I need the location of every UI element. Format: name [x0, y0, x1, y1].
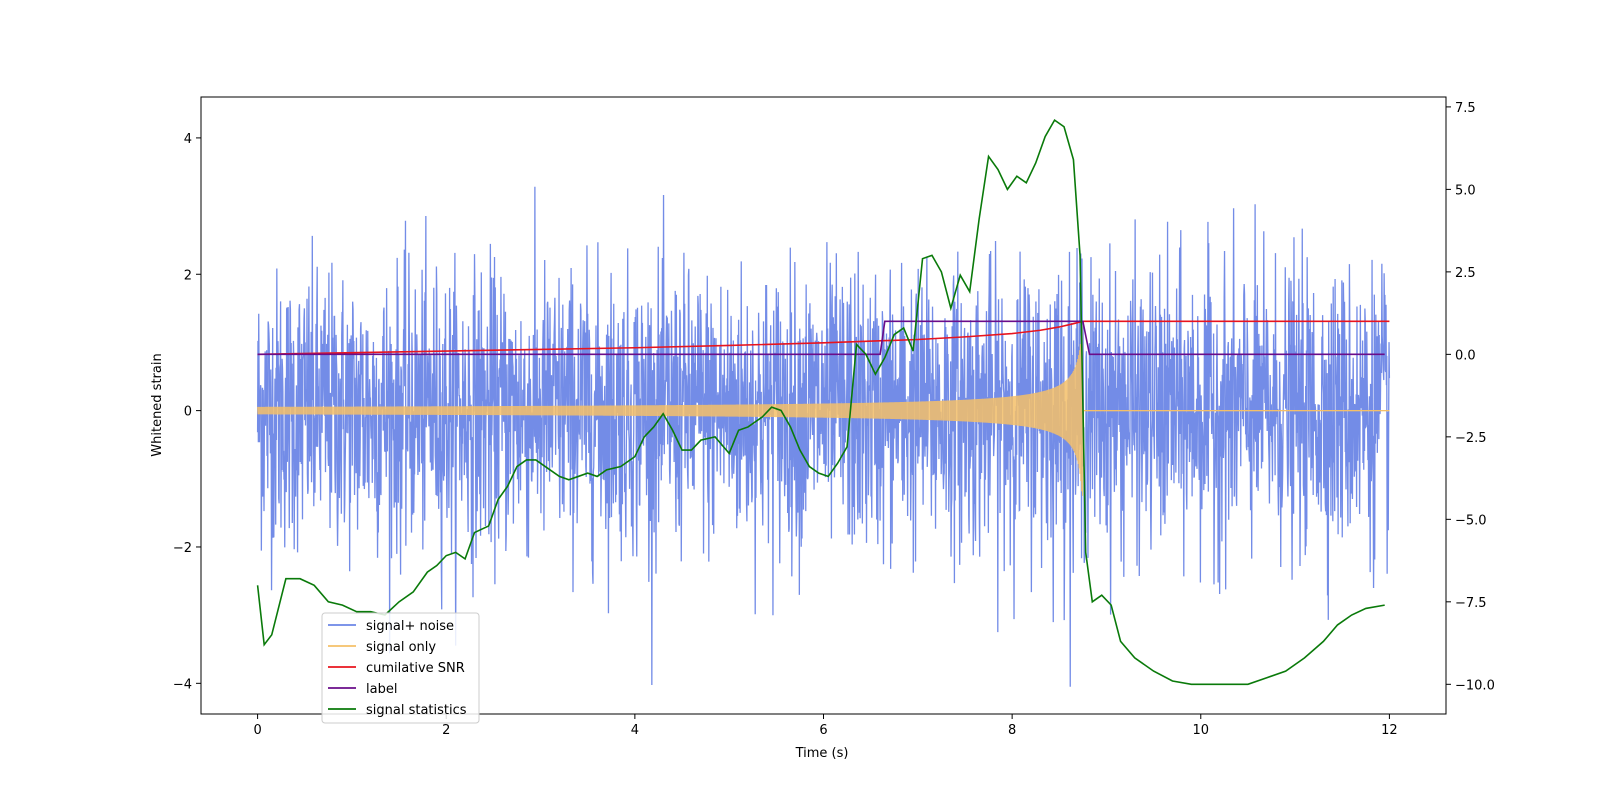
legend-label-signal-only: signal only: [366, 640, 436, 655]
series-label-line: [257, 320, 1385, 356]
y2-tick-label: −10.0: [1455, 678, 1495, 693]
x-axis-label: Time (s): [795, 746, 849, 761]
series-cumulative-snr-line: [257, 320, 1390, 356]
x-tick-label: 8: [1008, 723, 1016, 738]
legend-entry-label: label: [328, 682, 397, 697]
x-tick-label: 6: [819, 723, 827, 738]
plot-area: [256, 118, 1391, 687]
legend-entry-signal-only: signal only: [328, 640, 436, 655]
y2-tick-label: 7.5: [1455, 101, 1476, 116]
y2-tick-label: 2.5: [1455, 266, 1476, 281]
y-tick-label: 0: [184, 405, 192, 420]
y-tick-label: 2: [184, 268, 192, 283]
y2-tick-label: −2.5: [1455, 431, 1487, 446]
y2-tick-label: 0.0: [1455, 348, 1476, 363]
y-axis-right: −10.0 −7.5 −5.0 −2.5 0.0 2.5 5.0 7.5: [1446, 101, 1495, 693]
legend-label-label: label: [366, 682, 397, 697]
legend-label-signal-statistics: signal statistics: [366, 703, 467, 718]
x-tick-label: 2: [442, 723, 450, 738]
y-axis-left: −4 −2 0 2 4: [173, 132, 201, 692]
x-tick-label: 10: [1192, 723, 1209, 738]
x-tick-label: 4: [631, 723, 639, 738]
y2-tick-label: 5.0: [1455, 183, 1476, 198]
y2-tick-label: −7.5: [1455, 596, 1487, 611]
x-tick-label: 12: [1381, 723, 1398, 738]
x-tick-label: 0: [253, 723, 261, 738]
legend-entry-cumulative-snr: cumilative SNR: [328, 661, 465, 676]
y-tick-label: −4: [173, 677, 192, 692]
legend-label-signal-noise: signal+ noise: [366, 619, 454, 634]
y-tick-label: 4: [184, 132, 192, 147]
legend-label-cumulative-snr: cumilative SNR: [366, 661, 465, 676]
legend-entry-signal-statistics: signal statistics: [328, 703, 467, 718]
series-signal-only: [257, 325, 1390, 496]
legend-frame: [321, 612, 480, 724]
y2-tick-label: −5.0: [1455, 513, 1487, 528]
y-axis-label: Whitened strain: [150, 353, 165, 456]
legend-entry-signal-noise: signal+ noise: [328, 619, 454, 634]
legend: signal+ noise signal only cumilative SNR…: [321, 612, 480, 724]
series-signal-statistics-line: [256, 118, 1385, 686]
y-tick-label: −2: [173, 541, 192, 556]
